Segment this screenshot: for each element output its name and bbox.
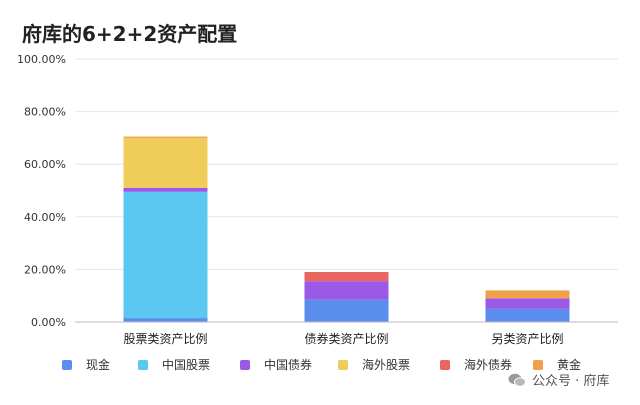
legend-label: 海外债券 (464, 358, 513, 372)
bar-segment (123, 136, 208, 138)
bars (123, 136, 570, 322)
legend: 现金 中国股票 中国债券 海外股票 海外债券 黄金 (0, 356, 640, 376)
legend-swatch (62, 359, 72, 370)
legend-swatch (240, 359, 250, 370)
bar-segment (123, 187, 208, 192)
y-tick-label: 100.00% (17, 53, 66, 66)
chart-title: 府库的6+2+2资产配置 (22, 22, 238, 46)
legend-label: 海外股票 (362, 358, 411, 372)
legend-label: 黄金 (557, 358, 582, 372)
bar-segment (304, 299, 389, 322)
x-category-label: 股票类资产比例 (123, 332, 207, 346)
legend-item: 黄金 (533, 356, 581, 373)
y-axis-ticks: 0.00% 20.00% 40.00% 60.00% 80.00% 100.00% (17, 53, 66, 329)
legend-label: 中国股票 (162, 358, 211, 372)
legend-item: 海外股票 (338, 356, 410, 373)
x-category-label: 债券类资产比例 (304, 331, 388, 346)
legend-item: 中国债券 (240, 356, 312, 373)
bar-segment (485, 308, 570, 322)
bar-segment (123, 318, 208, 322)
watermark: 公众号 · 府库 (508, 370, 609, 389)
bar-segment (304, 281, 389, 300)
bar-segment (304, 272, 389, 282)
legend-swatch (440, 359, 450, 370)
legend-label: 现金 (86, 358, 111, 372)
watermark-text: 公众号 · 府库 (532, 374, 610, 389)
y-tick-label: 0.00% (31, 316, 66, 329)
legend-label: 中国债券 (264, 358, 313, 372)
bar-segment (123, 137, 208, 188)
legend-swatch (138, 359, 148, 370)
y-tick-label: 40.00% (24, 211, 66, 224)
legend-item: 现金 (62, 356, 110, 373)
x-axis-categories: 股票类资产比例 债券类资产比例 另类资产比例 (123, 331, 563, 346)
y-tick-label: 60.00% (24, 158, 66, 171)
legend-swatch (533, 359, 543, 370)
x-category-label: 另类资产比例 (491, 332, 563, 346)
bar-segment (123, 191, 208, 319)
bar-segment (485, 290, 570, 299)
wechat-icon (508, 373, 526, 387)
y-tick-label: 80.00% (24, 106, 66, 119)
legend-item: 海外债券 (440, 356, 512, 373)
legend-item: 中国股票 (138, 356, 210, 373)
bar-segment (485, 298, 570, 309)
legend-swatch (338, 359, 348, 370)
y-tick-label: 20.00% (24, 263, 66, 276)
